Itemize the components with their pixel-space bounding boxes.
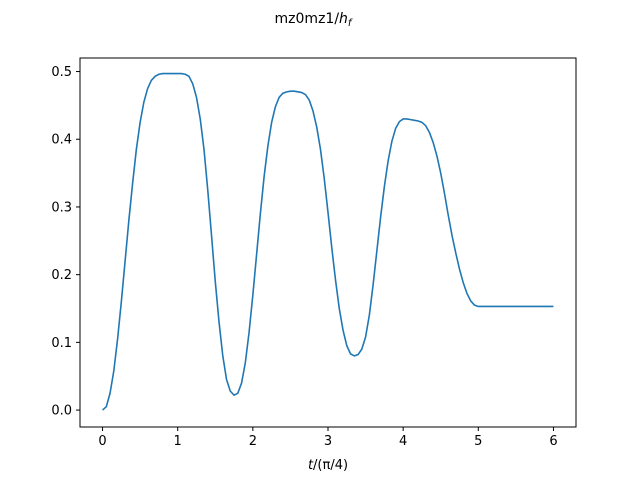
- chart-title: mz0mz1/hf: [275, 11, 353, 29]
- x-tick-label: 1: [174, 434, 182, 449]
- x-tick-label: 2: [249, 434, 257, 449]
- series-line: [102, 72, 554, 411]
- y-tick-label: 0.1: [51, 336, 72, 351]
- y-axis-ticks: 0.0 0.1 0.2 0.3 0.4 0.5: [51, 65, 80, 419]
- y-tick-label: 0.2: [51, 268, 72, 283]
- y-tick-label: 0.0: [51, 404, 72, 419]
- plot-area: [79, 57, 577, 428]
- y-tick-label: 0.3: [51, 200, 72, 215]
- x-axis-label: t/(π/4): [308, 458, 348, 473]
- x-tick-label: 4: [399, 434, 407, 449]
- y-tick-label: 0.4: [51, 133, 72, 148]
- x-tick-label: 5: [474, 434, 482, 449]
- x-tick-label: 3: [324, 434, 332, 449]
- x-axis-ticks: 0 1 2 3 4 5 6: [98, 427, 558, 449]
- x-tick-label: 0: [98, 434, 106, 449]
- y-tick-label: 0.5: [51, 65, 72, 80]
- x-tick-label: 6: [549, 434, 557, 449]
